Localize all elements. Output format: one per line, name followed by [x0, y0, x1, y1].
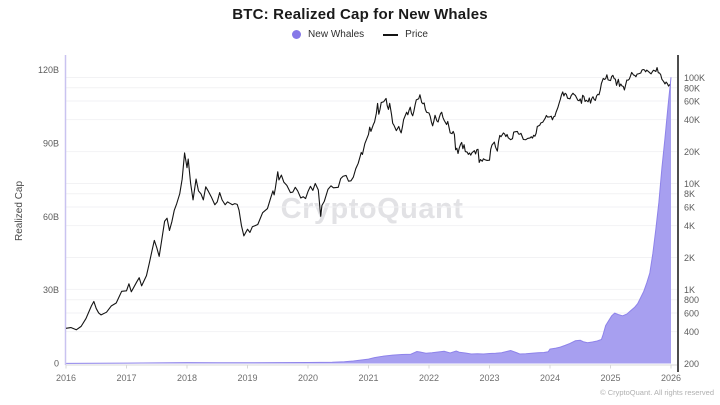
x-tick-label: 2016: [56, 373, 76, 383]
price-legend-line-icon: [383, 33, 399, 36]
x-tick-label: 2025: [600, 373, 620, 383]
y-right-tick-label: 800: [684, 295, 699, 305]
chart-title: BTC: Realized Cap for New Whales: [232, 6, 488, 23]
y-right-tick-label: 80K: [684, 83, 700, 93]
legend-label-new-whales: New Whales: [308, 29, 365, 40]
y-right-tick-label: 200: [684, 359, 699, 369]
y-right-tick-label: 4K: [684, 221, 695, 231]
x-tick-label: 2026: [661, 373, 681, 383]
y-left-tick-label: 90B: [43, 138, 59, 148]
watermark: CryptoQuant: [280, 193, 464, 225]
y-right-tick-label: 100K: [684, 73, 705, 83]
legend: New Whales Price: [0, 29, 720, 40]
x-tick-label: 2020: [298, 373, 318, 383]
price-line: [65, 67, 671, 331]
y-right-tick-label: 20K: [684, 147, 700, 157]
new-whales-legend-dot-icon: [292, 30, 302, 39]
y-left-tick-label: 120B: [38, 65, 59, 75]
y-right-tick-label: 40K: [684, 115, 700, 125]
x-tick-label: 2024: [540, 373, 560, 383]
y-left-tick-label: 60B: [43, 212, 59, 222]
x-tick-label: 2019: [237, 373, 257, 383]
copyright: © CryptoQuant. All rights reserved: [600, 388, 714, 397]
x-tick-label: 2021: [358, 373, 378, 383]
x-tick-label: 2017: [116, 373, 136, 383]
y-right-tick-label: 60K: [684, 97, 700, 107]
y-right-tick-label: 6K: [684, 202, 695, 212]
y-right-tick-label: 2K: [684, 253, 695, 263]
x-tick-label: 2022: [419, 373, 439, 383]
y-left-tick-label: 30B: [43, 285, 59, 295]
y-right-tick-label: 8K: [684, 189, 695, 199]
x-tick-label: 2018: [177, 373, 197, 383]
x-tick-label: 2023: [479, 373, 499, 383]
y-right-tick-label: 10K: [684, 179, 700, 189]
y-right-tick-label: 600: [684, 308, 699, 318]
y-right-tick-label: 1K: [684, 285, 695, 295]
new-whales-area-edge: [65, 77, 672, 364]
y-right-tick-label: 400: [684, 327, 699, 337]
new-whales-area: [66, 77, 671, 364]
y-left-tick-label: 0: [54, 359, 59, 369]
legend-label-price: Price: [405, 29, 428, 40]
